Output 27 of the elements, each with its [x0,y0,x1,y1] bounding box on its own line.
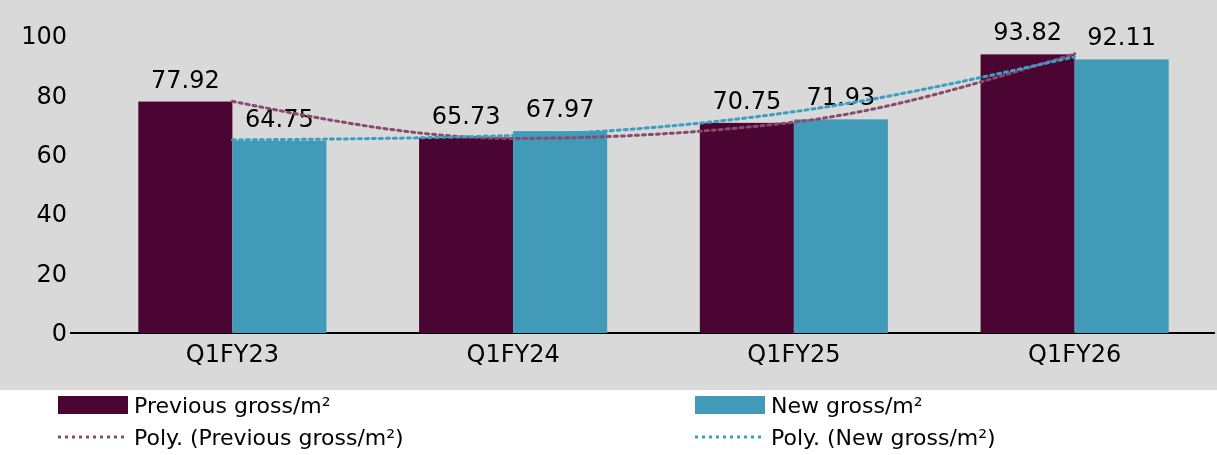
x-tick-label: Q1FY25 [747,340,841,369]
legend-label: Poly. (New gross/m²) [771,424,996,450]
legend-label: New gross/m² [771,392,923,418]
data-label: 65.73 [431,101,501,130]
bar [980,54,1075,333]
y-tick-label: 100 [21,22,67,51]
y-tick-label: 40 [36,200,67,229]
data-label: 93.82 [993,18,1062,47]
data-label: 71.93 [806,83,876,112]
y-tick-label: 20 [36,259,67,288]
bar [793,119,888,333]
x-tick-label: Q1FY24 [466,340,560,369]
bar [699,122,794,333]
data-label: 77.92 [150,65,220,94]
data-label: 92.11 [1087,23,1157,52]
bar [419,137,514,333]
data-label: 64.75 [245,104,314,133]
y-tick-label: 60 [36,140,67,169]
y-tick-label: 80 [36,81,67,110]
data-label: 67.97 [525,95,595,124]
bar [138,101,233,333]
x-tick-label: Q1FY23 [185,340,279,369]
legend-label: Previous gross/m² [134,392,331,418]
legend-label: Poly. (Previous gross/m²) [134,424,404,450]
data-label: 70.75 [712,86,782,115]
x-tick-label: Q1FY26 [1028,340,1122,369]
y-tick-label: 0 [51,319,67,348]
